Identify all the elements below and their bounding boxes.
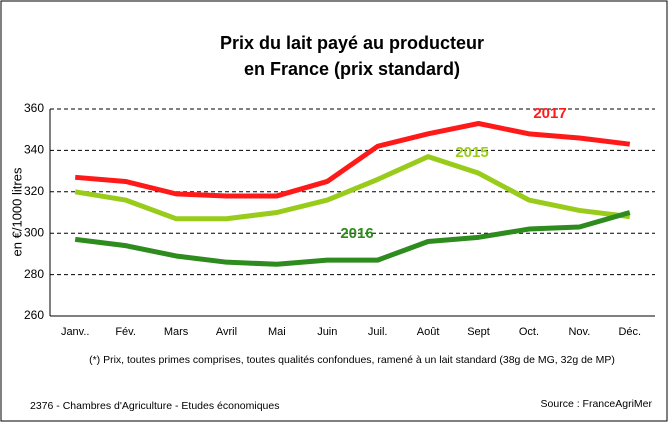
series-label: 2016 xyxy=(340,225,373,242)
series-label: 2017 xyxy=(533,105,566,122)
x-tick-label: Janv.. xyxy=(61,326,90,338)
y-tick-label: 300 xyxy=(24,225,44,239)
x-tick-label: Juin xyxy=(317,326,337,338)
x-tick-label: Fév. xyxy=(115,326,136,338)
x-tick-label: Août xyxy=(417,326,440,338)
credit: 2376 - Chambres d'Agriculture - Etudes é… xyxy=(30,400,279,412)
y-tick-label: 280 xyxy=(24,267,44,281)
footnote: (*) Prix, toutes primes comprises, toute… xyxy=(89,354,615,366)
chart-title: Prix du lait payé au producteur xyxy=(220,33,484,53)
series-label: 2015 xyxy=(455,144,488,161)
y-tick-label: 360 xyxy=(24,101,44,115)
y-tick-label: 340 xyxy=(24,143,44,157)
series-line xyxy=(74,154,631,222)
x-tick-label: Juil. xyxy=(368,326,388,338)
y-axis-label: en €/1000 litres xyxy=(9,167,24,256)
source: Source : FranceAgriMer xyxy=(541,398,653,410)
chart-title: en France (prix standard) xyxy=(244,59,460,79)
x-tick-label: Avril xyxy=(216,326,237,338)
x-tick-label: Nov. xyxy=(568,326,590,338)
series-line xyxy=(75,120,631,199)
x-tick-label: Sept xyxy=(467,326,490,338)
x-tick-label: Déc. xyxy=(618,326,641,338)
x-tick-label: Oct. xyxy=(519,326,539,338)
x-tick-label: Mars xyxy=(164,326,189,338)
y-tick-label: 320 xyxy=(24,184,44,198)
x-tick-label: Mai xyxy=(268,326,286,338)
series-line xyxy=(74,210,631,267)
y-tick-label: 260 xyxy=(24,308,44,322)
